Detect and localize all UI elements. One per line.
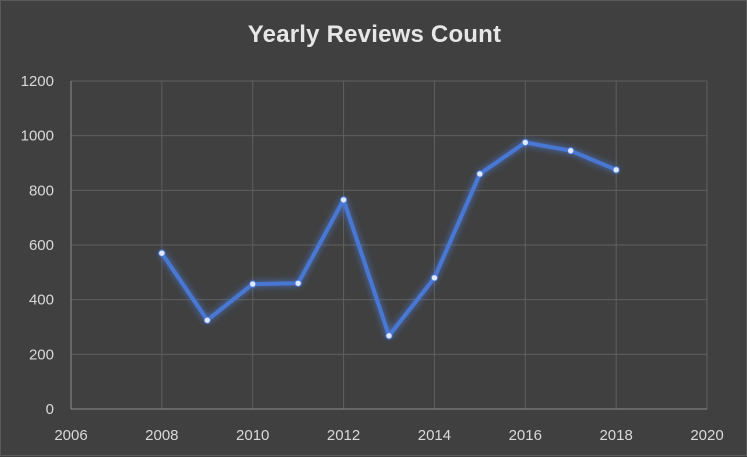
data-point xyxy=(567,147,575,155)
y-tick-label: 200 xyxy=(29,346,54,363)
data-point xyxy=(339,196,348,204)
data-point xyxy=(521,138,529,147)
data-point xyxy=(385,332,393,340)
x-tick-label: 2008 xyxy=(145,427,178,444)
x-tick-label: 2010 xyxy=(236,427,269,444)
y-tick-label: 1200 xyxy=(21,73,54,90)
x-tick-label: 2006 xyxy=(54,427,87,444)
x-tick-label: 2012 xyxy=(327,427,360,444)
y-tick-label: 600 xyxy=(29,237,54,254)
series xyxy=(158,138,620,340)
axes: 0 200 400 600 800 1000 1200 2006 2008 2010 2012 201… xyxy=(21,73,724,444)
data-point xyxy=(612,166,620,174)
data-point xyxy=(203,316,211,324)
data-point xyxy=(158,249,166,257)
y-tick-label: 0 xyxy=(46,401,54,418)
y-tick-label: 800 xyxy=(29,182,54,199)
y-tick-label: 1000 xyxy=(21,128,54,145)
series-line xyxy=(159,140,619,338)
grid xyxy=(70,80,708,409)
data-point xyxy=(249,280,257,288)
data-point xyxy=(476,170,484,178)
chart-title: Yearly Reviews Count xyxy=(247,21,502,48)
x-tick-label: 2018 xyxy=(599,427,632,444)
y-tick-label: 400 xyxy=(29,292,54,309)
data-point xyxy=(294,279,302,287)
x-tick-label: 2016 xyxy=(509,427,542,444)
x-tick-label: 2020 xyxy=(690,427,723,444)
data-point xyxy=(430,274,439,282)
x-tick-label: 2014 xyxy=(418,427,451,444)
